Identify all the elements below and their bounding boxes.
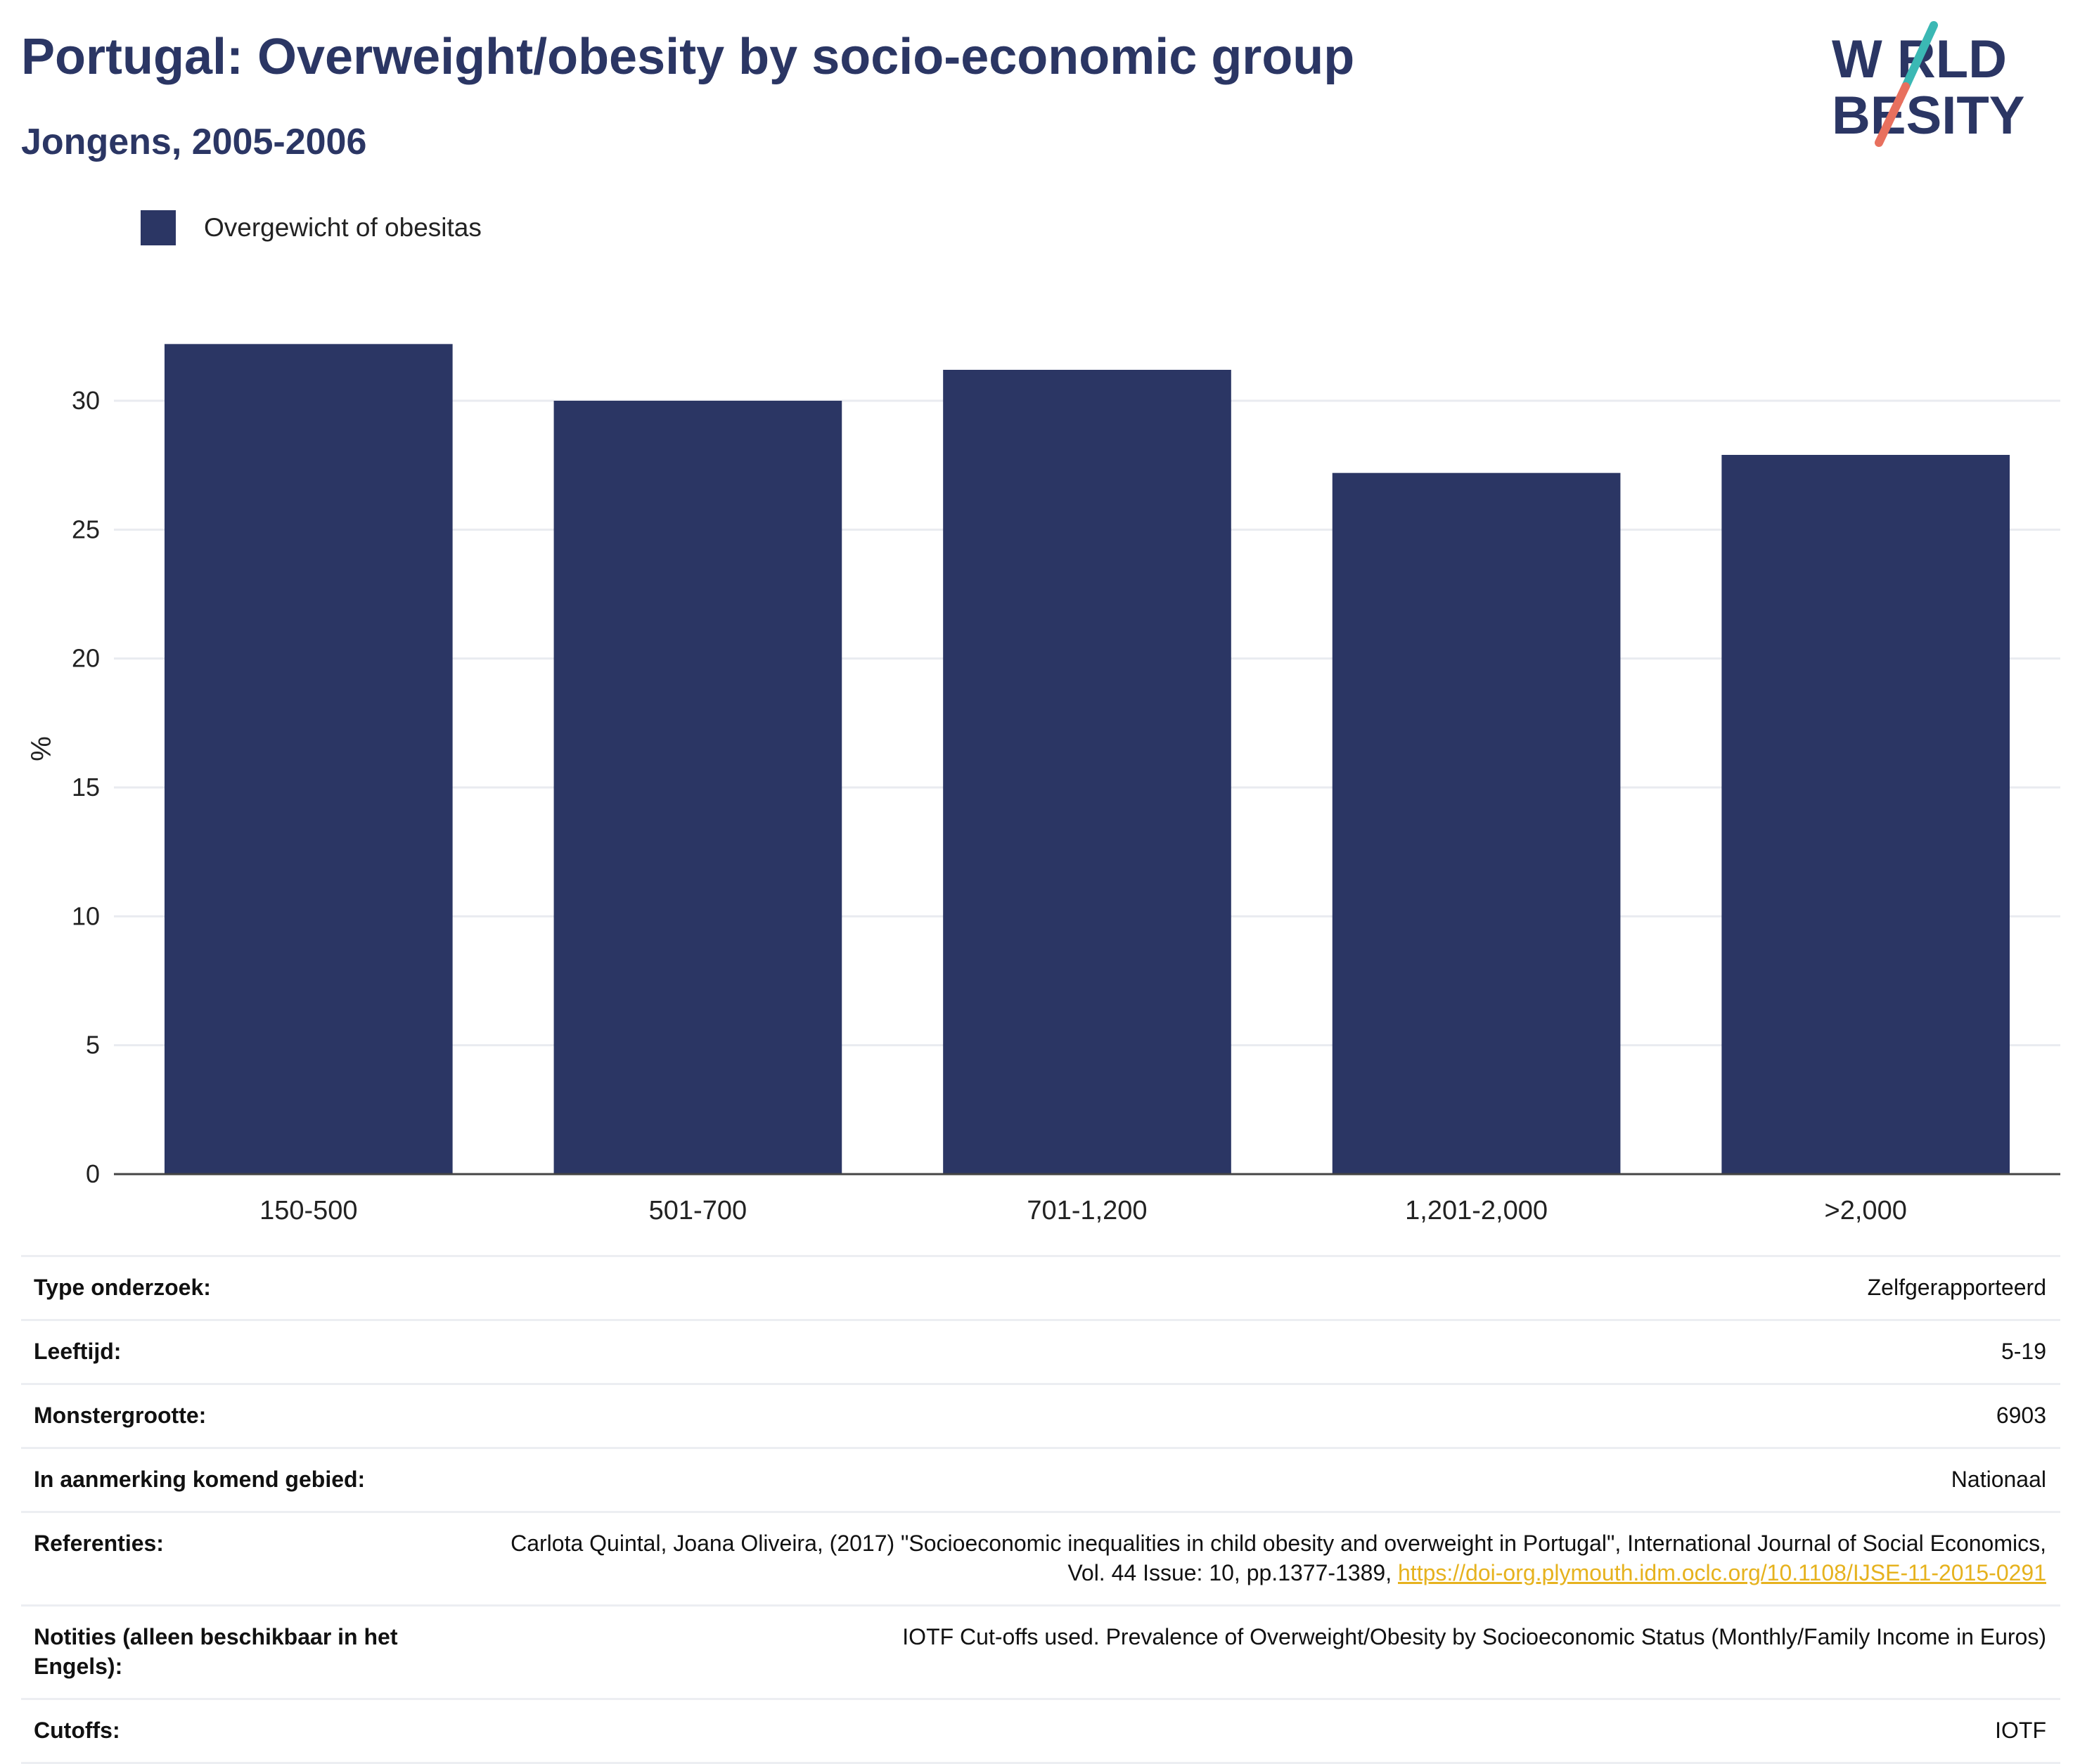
y-tick-label: 20 — [72, 644, 100, 673]
meta-value: Nationaal — [484, 1447, 2060, 1512]
meta-value: Zelfgerapporteerd — [484, 1255, 2060, 1320]
meta-label: Notities (alleen beschikbaar in het Enge… — [21, 1604, 484, 1699]
reference-link[interactable]: https://doi-org.plymouth.idm.oclc.org/10… — [1398, 1560, 2046, 1585]
y-tick-label: 25 — [72, 515, 100, 543]
legend-swatch — [141, 210, 176, 245]
meta-value-text: Carlota Quintal, Joana Oliveira, (2017) … — [511, 1531, 2046, 1585]
meta-label: In aanmerking komend gebied: — [21, 1447, 484, 1512]
meta-label: Leeftijd: — [21, 1319, 484, 1384]
logo-slash-bottom — [1875, 82, 1910, 147]
chart-legend[interactable]: Overgewicht of obesitas — [141, 208, 482, 247]
bar — [943, 370, 1231, 1174]
meta-row: Cutoffs: IOTF — [21, 1698, 2060, 1764]
y-axis-label: % — [26, 736, 57, 761]
bar — [553, 401, 842, 1174]
bar-chart: 0 5 10 15 20 25 30 150-500 501-700 701-1,200 1,201… — [26, 344, 2060, 1225]
meta-row: Type onderzoek: Zelfgerapporteerd — [21, 1255, 2060, 1320]
meta-value-text: IOTF — [1995, 1718, 2046, 1743]
x-tick-label: 501-700 — [649, 1196, 747, 1225]
world-obesity-logo: W RLD BESITY — [1832, 21, 2025, 147]
page-subtitle: Jongens, 2005-2006 — [21, 122, 367, 162]
x-tick-label: 150-500 — [259, 1196, 357, 1225]
meta-row: Notities (alleen beschikbaar in het Enge… — [21, 1604, 2060, 1699]
meta-label: Referenties: — [21, 1511, 484, 1606]
meta-row: Leeftijd: 5-19 — [21, 1319, 2060, 1384]
meta-value: IOTF — [484, 1698, 2060, 1764]
legend-label: Overgewicht of obesitas — [204, 213, 482, 242]
meta-value-text: Nationaal — [1951, 1467, 2046, 1492]
study-metadata-table: Type onderzoek: Zelfgerapporteerd Leeftijd… — [21, 1255, 2060, 1764]
y-tick-label: 0 — [86, 1159, 100, 1188]
meta-row: In aanmerking komend gebied: Nationaal — [21, 1447, 2060, 1512]
meta-label: Cutoffs: — [21, 1698, 484, 1764]
x-tick-label: 701-1,200 — [1027, 1196, 1147, 1225]
bar — [164, 344, 453, 1174]
meta-row: Monstergrootte: 6903 — [21, 1383, 2060, 1448]
meta-value: 5-19 — [484, 1319, 2060, 1384]
y-tick-label: 30 — [72, 386, 100, 415]
x-tick-label: 1,201-2,000 — [1405, 1196, 1548, 1225]
y-tick-label: 5 — [86, 1031, 100, 1060]
x-tick-label: >2,000 — [1825, 1196, 1907, 1225]
meta-value: Carlota Quintal, Joana Oliveira, (2017) … — [484, 1511, 2060, 1606]
bar — [1721, 455, 2010, 1174]
y-tick-label: 15 — [72, 773, 100, 801]
meta-row: Referenties: Carlota Quintal, Joana Olive… — [21, 1511, 2060, 1606]
meta-value-text: IOTF Cut-offs used. Prevalence of Overwe… — [902, 1624, 2046, 1649]
meta-label: Type onderzoek: — [21, 1255, 484, 1320]
page-title: Portugal: Overweight/obesity by socio-ec… — [21, 29, 1355, 85]
meta-value-text: 6903 — [1996, 1403, 2046, 1428]
logo-slash-top — [1901, 21, 1938, 91]
meta-value: IOTF Cut-offs used. Prevalence of Overwe… — [484, 1604, 2060, 1699]
logo-line-obesity: BESITY — [1832, 86, 2025, 146]
meta-value-text: 5-19 — [2001, 1339, 2046, 1364]
bar — [1332, 472, 1621, 1174]
meta-value-text: Zelfgerapporteerd — [1867, 1275, 2046, 1300]
meta-value: 6903 — [484, 1383, 2060, 1448]
meta-label: Monstergrootte: — [21, 1383, 484, 1448]
y-tick-label: 10 — [72, 901, 100, 930]
